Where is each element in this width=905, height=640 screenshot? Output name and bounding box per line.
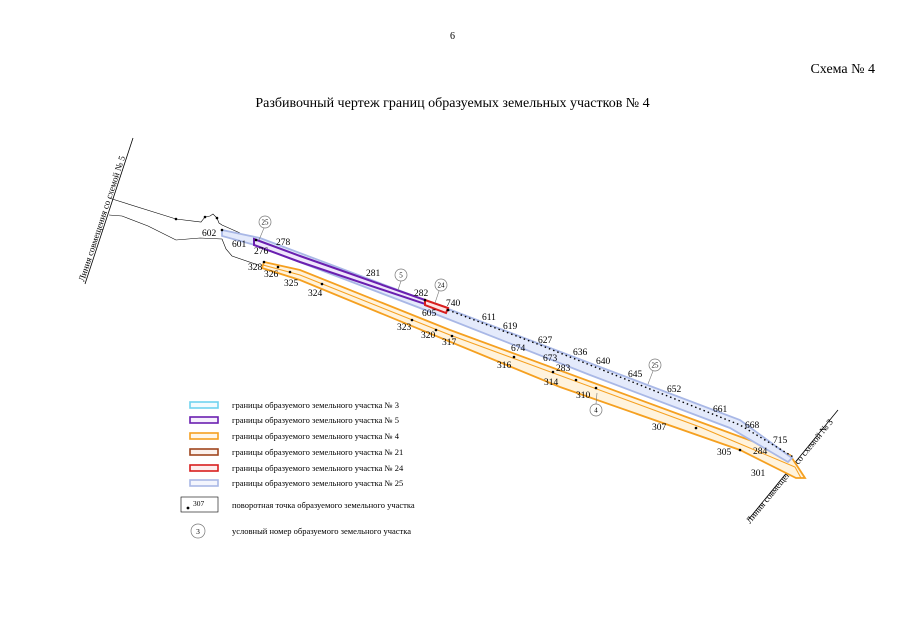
turning-points: [174, 215, 742, 452]
point-label: 602: [202, 229, 217, 239]
point-label: 652: [667, 385, 682, 395]
point-label: 619: [503, 322, 518, 332]
parcel-markers: 25 5 24 25 4: [258, 215, 662, 417]
legend-item-turning-point: 307 поворотная точка образуемого земельн…: [180, 496, 415, 513]
point-label: 307: [652, 423, 667, 433]
point-label: 668: [745, 421, 760, 431]
point-label: 283: [556, 364, 571, 374]
match-line-left: Линия совмещения со схемой № 5: [76, 137, 134, 285]
point-label: 323: [397, 323, 412, 333]
parcel-4-boundary: [260, 260, 807, 479]
point-label: 281: [366, 269, 381, 279]
point-label: 305: [717, 448, 732, 458]
point-label: 282: [414, 289, 429, 299]
parcel-marker: 24: [434, 278, 448, 304]
point-label: 740: [446, 299, 461, 309]
point-label: 284: [753, 447, 768, 457]
legend-item-parcel-25: границы образуемого земельного участка №…: [189, 478, 403, 488]
point-label: 316: [497, 361, 512, 371]
road-outline: [108, 197, 259, 266]
parcel-marker-label: 4: [594, 407, 598, 415]
point-label: 310: [576, 391, 591, 401]
point-label: 314: [544, 378, 559, 388]
point-label: 627: [538, 336, 553, 346]
point-label: 611: [482, 313, 496, 323]
point-label: 601: [232, 240, 247, 250]
point-label: 301: [751, 469, 766, 479]
parcel-marker-label: 25: [652, 362, 660, 370]
legend-point-sample: 307: [193, 499, 205, 508]
page-number: 6: [450, 31, 455, 42]
legend-item-parcel-marker: 3 условный номер образуемого земельного …: [190, 523, 411, 539]
legend-item-parcel-24: границы образуемого земельного участка №…: [189, 463, 404, 473]
parcel-marker-label: 25: [262, 219, 270, 227]
parcel-marker: 25: [258, 215, 272, 241]
point-label: 645: [628, 370, 643, 380]
point-label: 674: [511, 344, 526, 354]
point-label: 278: [276, 238, 291, 248]
point-label: 320: [421, 331, 436, 341]
legend-item-parcel-5: границы образуемого земельного участка №…: [189, 415, 399, 425]
point-label: 605: [422, 309, 437, 319]
point-label: 276: [254, 247, 269, 257]
parcel-marker: 25: [647, 358, 662, 385]
legend-label: границы образуемого земельного участка №…: [232, 478, 403, 488]
point-label: 640: [596, 357, 611, 367]
parcel-marker: 5: [394, 268, 408, 291]
point-label: 661: [713, 405, 728, 415]
parcel-marker-label: 24: [438, 282, 446, 290]
turning-point-labels: 602 601 278 276 328 326 325 324 281 282 …: [202, 229, 788, 479]
legend-label: границы образуемого земельного участка №…: [232, 415, 399, 425]
point-label: 328: [248, 263, 263, 273]
point-label: 636: [573, 348, 588, 358]
parcel-24-boundary: [424, 298, 450, 315]
parcel-marker-label: 5: [399, 272, 403, 280]
legend-label: условный номер образуемого земельного уч…: [232, 526, 411, 536]
legend-label: границы образуемого земельного участка №…: [232, 463, 404, 473]
legend-item-parcel-21: границы образуемого земельного участка №…: [189, 447, 403, 457]
point-label: 715: [773, 436, 788, 446]
legend-label: поворотная точка образуемого земельного …: [232, 500, 415, 510]
scheme-label: Схема № 4: [810, 62, 875, 77]
point-label: 324: [308, 289, 323, 299]
point-label: 325: [284, 279, 299, 289]
parcel-marker: 4: [589, 392, 603, 417]
drawing-title: Разбивочный чертеж границ образуемых зем…: [255, 96, 650, 111]
legend-marker-sample: 3: [196, 527, 200, 536]
legend-label: границы образуемого земельного участка №…: [232, 431, 400, 441]
match-line-left-label: Линия совмещения со схемой № 5: [76, 154, 127, 283]
legend-item-parcel-4: границы образуемого земельного участка №…: [189, 431, 400, 441]
point-label: 317: [442, 338, 457, 348]
legend-label: границы образуемого земельного участка №…: [232, 400, 399, 410]
legend-label: границы образуемого земельного участка №…: [232, 447, 403, 457]
point-label: 673: [543, 354, 558, 364]
point-label: 326: [264, 270, 279, 280]
legend-item-parcel-3: границы образуемого земельного участка №…: [189, 400, 399, 410]
legend: границы образуемого земельного участка №…: [180, 400, 415, 539]
